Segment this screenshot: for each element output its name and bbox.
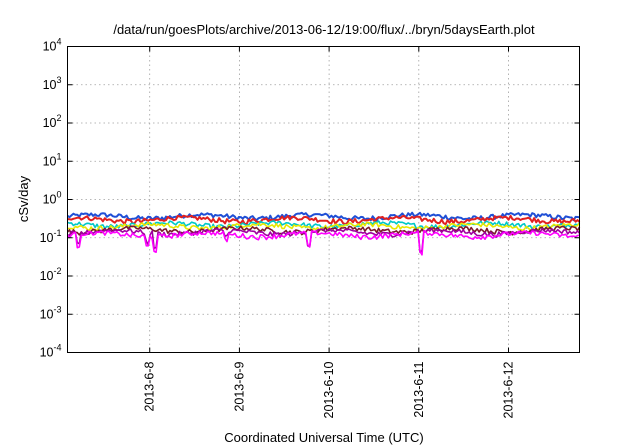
y-tick-label: 101 <box>43 151 62 168</box>
y-axis-label: cSv/day <box>16 175 31 222</box>
x-tick-label: 2013-6-9 <box>232 361 246 411</box>
x-tick-label: 2013-6-10 <box>322 361 336 418</box>
data-series <box>66 211 581 256</box>
y-tick-label: 103 <box>43 75 62 92</box>
x-tick-label: 2013-6-12 <box>501 361 515 418</box>
y-tick-label: 10-2 <box>40 266 62 283</box>
x-axis-label: Coordinated Universal Time (UTC) <box>224 430 423 445</box>
y-tick-label: 100 <box>43 190 62 207</box>
chart-title: /data/run/goesPlots/archive/2013-06-12/1… <box>113 22 535 37</box>
x-axis-ticks: 2013-6-8 2013-6-9 2013-6-10 2013-6-11 2013-6… <box>143 46 515 419</box>
y-tick-label: 104 <box>43 37 62 54</box>
y-tick-label: 10-4 <box>40 343 62 360</box>
grid <box>67 46 580 353</box>
y-tick-label: 10-3 <box>40 304 62 321</box>
y-tick-label: 102 <box>43 113 62 130</box>
series-line <box>67 214 581 226</box>
x-tick-label: 2013-6-8 <box>143 361 157 411</box>
series-line <box>67 227 581 253</box>
x-tick-label: 2013-6-11 <box>412 361 426 417</box>
y-axis-ticks: 10-4 10-3 10-2 10-1 100 101 102 103 104 <box>40 37 580 360</box>
series-line <box>66 230 580 256</box>
y-tick-label: 10-1 <box>40 228 62 245</box>
